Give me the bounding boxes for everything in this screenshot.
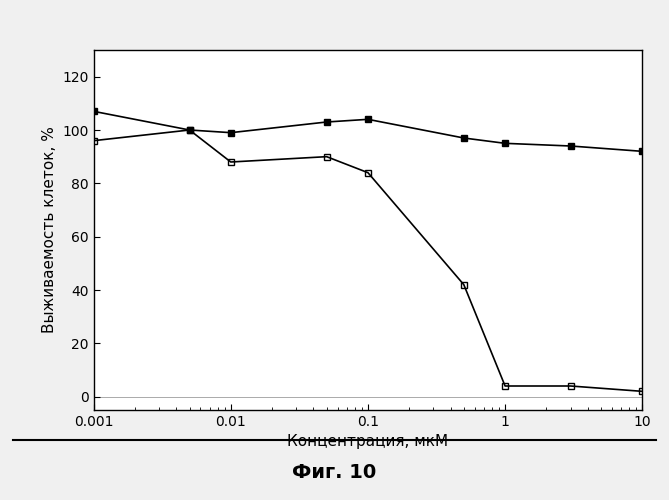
Text: Фиг. 10: Фиг. 10 [292, 463, 377, 482]
X-axis label: Концентрация, мкМ: Концентрация, мкМ [288, 434, 448, 450]
Y-axis label: Выживаемость клеток, %: Выживаемость клеток, % [42, 126, 57, 334]
